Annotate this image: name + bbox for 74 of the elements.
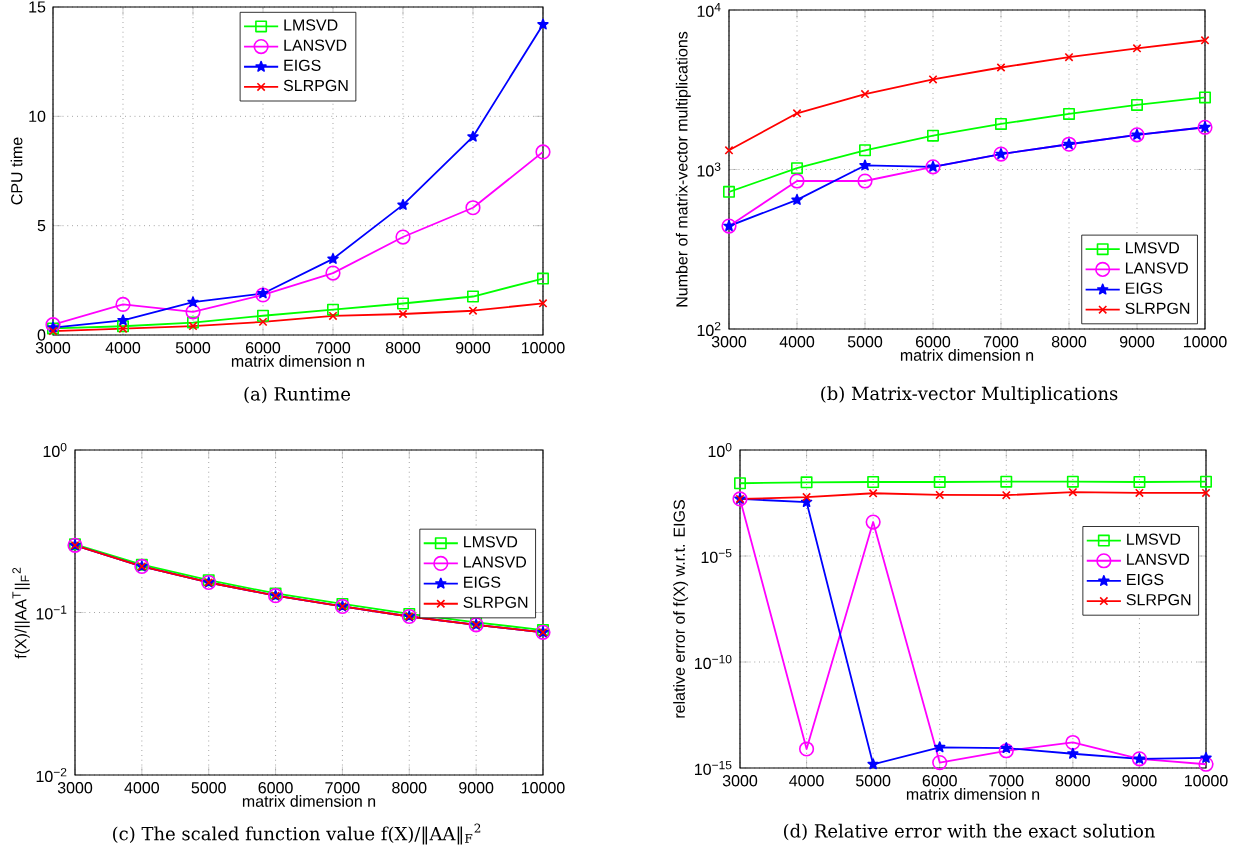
- x-tick-label: 5000: [191, 782, 226, 794]
- y-tick-label: 15: [29, 1, 46, 13]
- y-axis-title: f(X)/||AA$^{T}$||$_{F}$2: [12, 567, 30, 659]
- x-tick-label: 6000: [916, 336, 951, 348]
- x-tick-label: 9000: [459, 782, 494, 794]
- text: (d) Relative error with the exact solution: [783, 823, 1155, 841]
- x-axis-title: matrix dimension n: [900, 349, 1034, 361]
- legend-label: SLRPGN: [463, 596, 528, 608]
- legend-label: LANSVD: [284, 39, 347, 51]
- y-axis-title: CPU time: [10, 137, 23, 205]
- x-tick-label: 9000: [1122, 775, 1157, 787]
- x-axis-title: matrix dimension n: [242, 795, 376, 807]
- x-tick-label: 8000: [385, 342, 421, 354]
- legend-label: EIGS: [284, 59, 321, 71]
- y-tick-label: 10$^{3}$: [697, 162, 721, 177]
- x-tick-label: 5000: [175, 342, 211, 354]
- y-tick-label: 5: [37, 220, 46, 232]
- y-tick-label: 0: [37, 329, 46, 341]
- x-tick-label: 3000: [711, 336, 747, 348]
- x-tick-label: 10000: [1184, 775, 1228, 787]
- text: (c) The scaled function value f(X)/‖AA‖$_{F}$2: [113, 823, 481, 845]
- legend-label: LANSVD: [1125, 262, 1188, 274]
- x-tick-label: 8000: [1051, 336, 1087, 348]
- x-tick-label: 6000: [258, 782, 293, 794]
- x-tick-label: 4000: [124, 782, 160, 794]
- legend-label: LMSVD: [1125, 242, 1180, 254]
- x-tick-label: 5000: [847, 336, 883, 348]
- y-tick-label: 10$^{−2}$: [36, 767, 67, 783]
- legend-label: LANSVD: [1127, 553, 1190, 565]
- legend-label: SLRPGN: [283, 79, 348, 92]
- x-tick-label: 8000: [1055, 775, 1091, 787]
- y-tick-label: 10$^{0}$: [708, 442, 732, 458]
- x-axis-title: matrix dimension n: [231, 355, 365, 367]
- legend-label: LANSVD: [464, 556, 527, 568]
- x-tick-label: 5000: [855, 775, 891, 787]
- x-tick-label: 3000: [722, 775, 758, 787]
- y-tick-label: 10$^{−1}$: [36, 605, 67, 620]
- x-tick-label: 6000: [246, 342, 281, 354]
- x-tick-label: 10000: [521, 342, 565, 354]
- text: (a) Runtime: [244, 386, 351, 404]
- x-tick-label: 9000: [455, 342, 491, 354]
- x-axis-title: matrix dimension n: [906, 788, 1040, 800]
- y-axis-title: relative error of f(X) w.r.t. EIGS: [673, 500, 689, 718]
- y-tick-label: 10$^{4}$: [697, 2, 721, 18]
- legend-label: LMSVD: [284, 19, 338, 31]
- x-tick-label: 10000: [1183, 336, 1227, 348]
- x-tick-label: 4000: [789, 775, 824, 787]
- x-tick-label: 3000: [57, 782, 93, 794]
- x-tick-label: 8000: [392, 782, 427, 794]
- x-tick-label: 9000: [1119, 336, 1155, 348]
- x-tick-label: 7000: [989, 775, 1024, 787]
- y-tick-label: 10$^{2}$: [697, 321, 721, 337]
- x-tick-label: 4000: [105, 342, 141, 354]
- y-axis-title: Number of matrix-vector multiplications: [675, 31, 691, 307]
- text: (b) Matrix-vector Multiplications: [821, 386, 1118, 404]
- legend-label: LMSVD: [464, 536, 518, 548]
- x-tick-label: 3000: [35, 342, 71, 354]
- legend-label: LMSVD: [1127, 533, 1181, 545]
- y-tick-label: 10$^{−5}$: [701, 548, 732, 564]
- legend-label: SLRPGN: [1125, 302, 1190, 314]
- y-tick-label: 10$^{−10}$: [695, 654, 732, 670]
- x-tick-label: 6000: [922, 775, 957, 787]
- x-tick-label: 7000: [316, 342, 351, 354]
- x-tick-label: 7000: [984, 336, 1019, 348]
- legend-label: EIGS: [1127, 573, 1164, 586]
- x-tick-label: 10000: [521, 782, 565, 794]
- x-tick-label: 7000: [325, 782, 360, 794]
- y-tick-label: 10$^{0}$: [43, 442, 67, 458]
- y-tick-label: 10$^{−15}$: [695, 760, 732, 776]
- legend-label: EIGS: [464, 576, 501, 588]
- legend-label: SLRPGN: [1126, 594, 1191, 606]
- legend-label: EIGS: [1125, 282, 1163, 294]
- x-tick-label: 4000: [779, 336, 815, 348]
- y-tick-label: 10: [29, 110, 46, 122]
